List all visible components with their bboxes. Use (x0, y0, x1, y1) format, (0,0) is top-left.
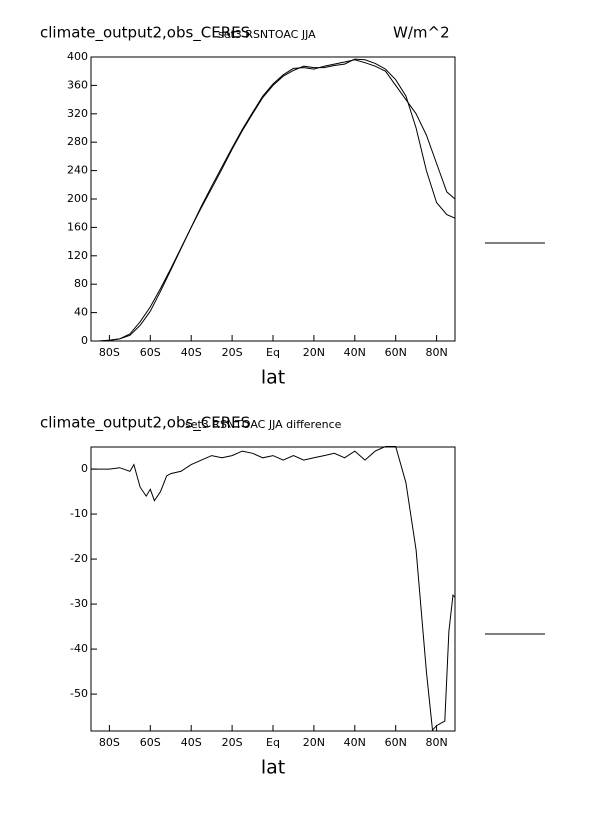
x-tick-label: 20S (222, 346, 243, 359)
x-tick-label: 20N (303, 736, 325, 749)
y-tick-label: 120 (67, 249, 88, 262)
chart-subtitle: set3 RSNTOAC JJA difference (185, 418, 342, 431)
x-tick-label: 80S (99, 736, 120, 749)
x-tick-label: 40S (181, 736, 202, 749)
x-axis-label: lat (261, 757, 285, 779)
chart-title: climate_output2,obs_CERES (40, 414, 250, 433)
x-tick-label: 20S (222, 736, 243, 749)
x-tick-label: 20N (303, 346, 325, 359)
y-tick-label: 0 (81, 462, 88, 475)
x-tick-label: 60N (385, 346, 407, 359)
y-tick-label: -10 (70, 507, 88, 520)
chart-subtitle: set3 RSNTOAC JJA (218, 28, 316, 41)
y-tick-label: 400 (67, 50, 88, 63)
y-tick-label: 0 (81, 334, 88, 347)
x-tick-label: 80N (425, 736, 447, 749)
plot-frame (90, 446, 456, 732)
y-tick-label: 80 (74, 277, 88, 290)
units-label: W/m^2 (393, 24, 450, 42)
x-tick-label: Eq (266, 346, 280, 359)
data-line (91, 446, 456, 732)
y-tick-label: -40 (70, 642, 88, 655)
y-tick-label: 200 (67, 192, 88, 205)
y-tick-label: -20 (70, 552, 88, 565)
x-tick-label: 60N (385, 736, 407, 749)
x-tick-label: 60S (140, 346, 161, 359)
x-tick-label: 80S (99, 346, 120, 359)
x-axis-label: lat (261, 367, 285, 389)
x-tick-label: 40N (344, 736, 366, 749)
x-tick-label: 80N (425, 346, 447, 359)
data-line (91, 59, 456, 342)
y-tick-label: 280 (67, 135, 88, 148)
plot-frame (90, 56, 456, 342)
y-tick-label: 160 (67, 220, 88, 233)
y-tick-label: -30 (70, 597, 88, 610)
y-tick-label: 320 (67, 107, 88, 120)
data-line (91, 58, 456, 342)
y-tick-label: -50 (70, 687, 88, 700)
x-tick-label: 60S (140, 736, 161, 749)
chart-title: climate_output2,obs_CERES (40, 24, 250, 43)
x-tick-label: 40N (344, 346, 366, 359)
y-tick-label: 360 (67, 78, 88, 91)
x-tick-label: Eq (266, 736, 280, 749)
x-tick-label: 40S (181, 346, 202, 359)
y-tick-label: 240 (67, 164, 88, 177)
y-tick-label: 40 (74, 306, 88, 319)
